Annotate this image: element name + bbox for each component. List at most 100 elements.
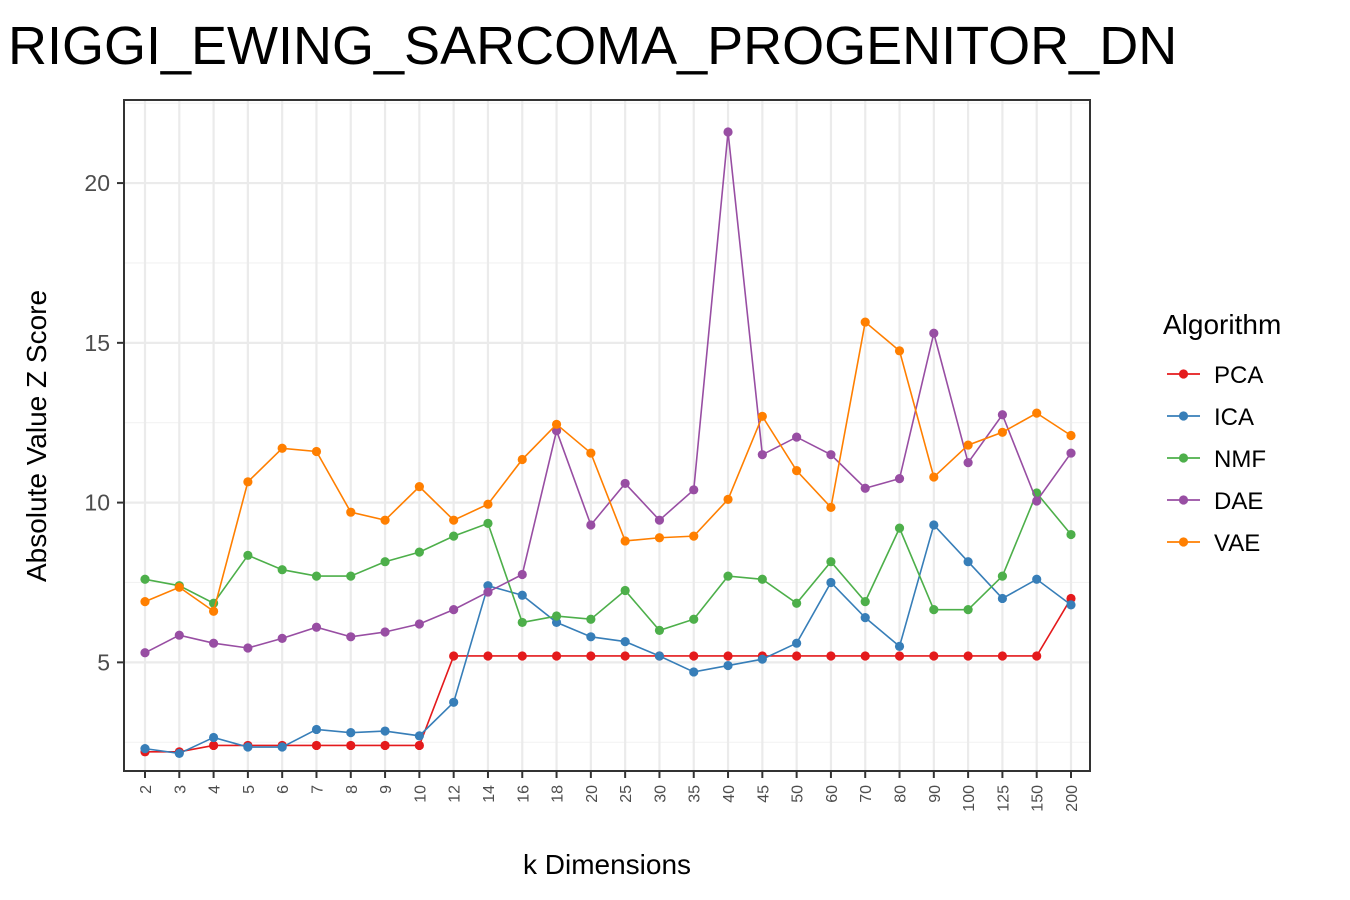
data-point-pca bbox=[620, 651, 630, 661]
data-point-nmf bbox=[311, 571, 322, 581]
data-point-vae bbox=[826, 502, 836, 512]
legend-key-point bbox=[1178, 453, 1189, 463]
data-point-dae bbox=[586, 520, 596, 530]
legend-label: NMF bbox=[1214, 446, 1266, 473]
chart-title: RIGGI_EWING_SARCOMA_PROGENITOR_DN bbox=[8, 16, 1177, 76]
data-point-vae bbox=[277, 443, 287, 453]
data-point-pca bbox=[689, 651, 699, 661]
x-tick-label: 50 bbox=[790, 785, 807, 803]
legend-key-point bbox=[1178, 411, 1189, 421]
data-point-ica bbox=[586, 632, 596, 642]
data-point-dae bbox=[517, 569, 527, 580]
data-point-dae bbox=[963, 458, 973, 468]
data-point-vae bbox=[311, 446, 322, 457]
data-point-nmf bbox=[586, 614, 596, 624]
data-point-dae bbox=[654, 515, 665, 525]
legend-label: PCA bbox=[1214, 362, 1263, 389]
data-point-dae bbox=[997, 410, 1008, 420]
data-point-vae bbox=[208, 606, 219, 616]
data-point-vae bbox=[620, 536, 630, 546]
data-point-ica bbox=[483, 581, 493, 591]
data-point-dae bbox=[483, 587, 493, 597]
data-point-vae bbox=[1032, 408, 1042, 418]
data-point-dae bbox=[1066, 448, 1076, 458]
y-tick-label: 20 bbox=[84, 170, 110, 196]
data-point-pca bbox=[1032, 651, 1042, 661]
panel-border bbox=[123, 99, 1091, 772]
data-point-ica bbox=[757, 654, 767, 664]
data-point-ica bbox=[414, 731, 424, 741]
x-tick-label: 10 bbox=[412, 785, 429, 803]
x-tick-label: 8 bbox=[344, 785, 361, 794]
data-point-ica bbox=[1066, 600, 1076, 610]
x-tick-label: 20 bbox=[584, 785, 601, 803]
data-point-ica bbox=[792, 638, 802, 648]
data-point-ica bbox=[551, 617, 562, 628]
x-tick-label: 150 bbox=[1030, 785, 1047, 812]
data-point-ica bbox=[517, 590, 527, 600]
x-tick-label: 12 bbox=[447, 785, 464, 803]
data-point-ica bbox=[1032, 574, 1042, 584]
x-tick-label: 45 bbox=[755, 785, 772, 803]
legend: Algorithm PCA ICA NMF DAE VAE bbox=[1163, 309, 1281, 557]
data-point-pca bbox=[551, 651, 562, 661]
data-point-dae bbox=[723, 127, 733, 137]
series-line-pca bbox=[145, 598, 1072, 753]
x-tick-label: 6 bbox=[275, 785, 292, 794]
series-layer bbox=[140, 127, 1076, 759]
data-point-vae bbox=[483, 499, 493, 509]
data-point-dae bbox=[551, 426, 562, 436]
data-point-dae bbox=[894, 474, 905, 484]
x-tick-label: 30 bbox=[652, 785, 669, 803]
legend-label: VAE bbox=[1214, 530, 1260, 557]
data-point-pca bbox=[860, 651, 870, 661]
data-point-pca bbox=[826, 651, 836, 661]
legend-item-pca: PCA bbox=[1167, 362, 1263, 389]
data-point-nmf bbox=[894, 523, 905, 533]
data-point-nmf bbox=[243, 550, 253, 560]
data-point-pca bbox=[380, 740, 390, 751]
data-point-dae bbox=[140, 648, 150, 658]
x-axis: 2 3 4 5 6 7 8 9 10 12 14 16 18 20 25 30 35 40 45 50 60 70 80 90… bbox=[138, 771, 1081, 812]
legend-key-point bbox=[1178, 369, 1189, 379]
legend-item-vae: VAE bbox=[1167, 530, 1260, 557]
data-point-nmf bbox=[517, 617, 527, 628]
data-point-vae bbox=[757, 411, 767, 421]
series-line-ica bbox=[144, 523, 1072, 755]
data-point-vae bbox=[586, 448, 596, 458]
x-tick-label: 5 bbox=[241, 785, 258, 794]
data-point-nmf bbox=[449, 531, 459, 541]
legend-item-ica: ICA bbox=[1167, 404, 1254, 431]
data-point-nmf bbox=[860, 597, 870, 607]
data-point-vae bbox=[174, 582, 184, 592]
x-tick-label: 18 bbox=[550, 785, 567, 803]
data-point-ica bbox=[723, 660, 733, 671]
data-point-ica bbox=[311, 724, 322, 735]
data-point-ica bbox=[449, 697, 459, 707]
data-point-vae bbox=[860, 317, 870, 327]
data-point-vae bbox=[517, 454, 527, 465]
data-point-nmf bbox=[551, 611, 562, 621]
data-point-vae bbox=[929, 472, 939, 482]
data-point-pca bbox=[1066, 593, 1076, 604]
data-point-ica bbox=[140, 744, 150, 754]
data-point-vae bbox=[963, 440, 973, 450]
data-point-vae bbox=[140, 597, 150, 607]
data-point-ica bbox=[277, 742, 287, 752]
data-point-nmf bbox=[997, 571, 1008, 581]
data-point-dae bbox=[277, 633, 287, 643]
data-point-dae bbox=[757, 450, 767, 460]
legend-key-point bbox=[1178, 495, 1189, 505]
data-point-nmf bbox=[654, 625, 665, 636]
data-point-ica bbox=[620, 636, 630, 647]
data-point-nmf bbox=[826, 557, 836, 567]
data-point-nmf bbox=[277, 565, 287, 575]
x-tick-label: 35 bbox=[687, 785, 704, 803]
data-point-dae bbox=[346, 632, 356, 642]
series-pca bbox=[140, 593, 1076, 757]
data-point-pca bbox=[929, 651, 939, 661]
series-dae bbox=[140, 127, 1076, 658]
data-point-nmf bbox=[620, 585, 630, 596]
legend-key-point bbox=[1178, 537, 1189, 547]
data-point-ica bbox=[243, 742, 253, 752]
